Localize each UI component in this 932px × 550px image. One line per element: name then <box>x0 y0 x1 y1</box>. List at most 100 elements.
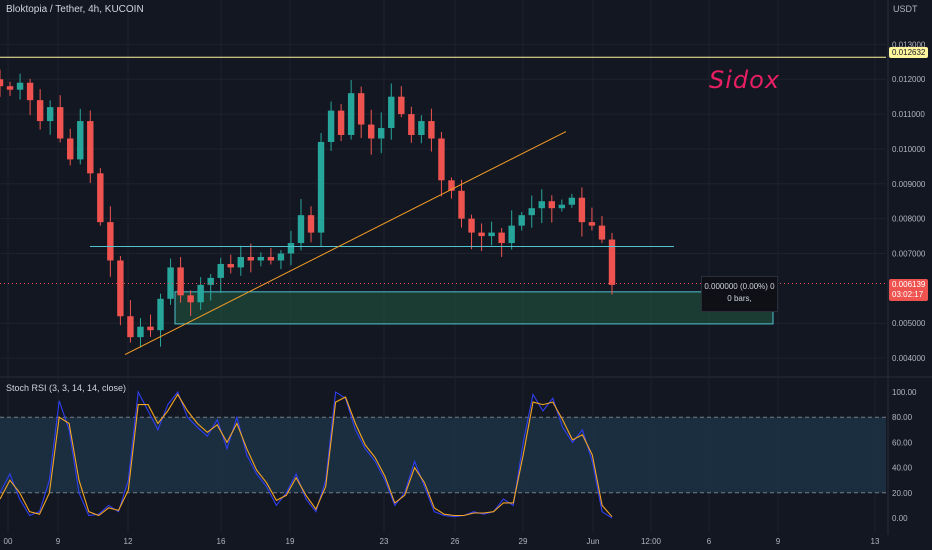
time-tick-label: 12:00 <box>641 537 662 546</box>
demand-zone <box>174 291 774 325</box>
candle-down <box>247 256 255 261</box>
candle-down <box>187 295 194 303</box>
candle-up <box>327 110 335 142</box>
candle-down <box>588 222 596 226</box>
measure-tooltip: 0.000000 (0.00%) 0 0 bars, <box>701 276 778 312</box>
candle-up <box>16 82 24 90</box>
candle-up <box>317 141 325 233</box>
annotation-lines <box>0 56 886 356</box>
candle-up <box>157 298 164 331</box>
rsi-tick-label: 40.00 <box>892 464 913 473</box>
candle-down <box>448 180 455 191</box>
candle-down <box>578 197 586 223</box>
candle-down <box>478 232 485 237</box>
time-tick-label: 9 <box>56 537 61 546</box>
candle-up <box>197 284 204 303</box>
candles-layer <box>0 69 616 348</box>
candle-down <box>498 232 505 244</box>
candle-down <box>107 222 114 261</box>
time-tick-label: 26 <box>451 537 460 546</box>
candle-down <box>428 121 435 139</box>
candle-up <box>488 232 495 237</box>
candle-down <box>458 190 465 219</box>
price-tick-label: 0.004000 <box>892 354 926 363</box>
candle-up <box>167 267 174 299</box>
measure-line-1: 0.000000 (0.00%) 0 <box>704 282 775 291</box>
time-axis: 00 9 12 16 19 23 26 29 Jun 12:00 6 9 13 <box>4 537 880 546</box>
candle-up <box>257 256 265 261</box>
price-tick-label: 0.008000 <box>892 215 926 224</box>
candle-down <box>598 225 606 240</box>
candle-up <box>237 256 244 268</box>
time-tick-label: 13 <box>871 537 880 546</box>
time-tick-label: 29 <box>519 537 528 546</box>
time-tick-label: 23 <box>380 537 389 546</box>
candle-up <box>518 215 525 226</box>
candle-up <box>287 243 295 254</box>
price-axis: 0.013000 0.012000 0.011000 0.010000 0.009000… <box>892 40 926 363</box>
rsi-band <box>0 417 886 493</box>
candle-down <box>127 316 134 338</box>
last-price-value: 0.006139 <box>892 280 926 289</box>
candle-up <box>418 121 425 136</box>
author-watermark: Sidox <box>709 66 781 94</box>
candle-down <box>337 110 345 136</box>
currency-label: USDT <box>893 4 918 14</box>
candle-down <box>87 121 94 174</box>
candle-up <box>297 215 305 244</box>
candle-up <box>137 326 144 338</box>
rsi-tick-label: 100.00 <box>892 388 917 397</box>
time-tick-label: 6 <box>707 537 712 546</box>
candle-up <box>378 128 385 139</box>
candle-up <box>568 197 576 205</box>
rsi-tick-label: 80.00 <box>892 413 913 422</box>
candle-down <box>56 107 64 139</box>
candle-up <box>277 253 285 261</box>
candle-down <box>147 326 154 331</box>
candle-up <box>558 204 566 209</box>
candle-up <box>388 96 395 129</box>
candle-down <box>227 263 234 268</box>
candle-up <box>508 225 515 244</box>
time-tick-label: 16 <box>217 537 226 546</box>
candle-up <box>77 121 84 160</box>
measure-line-2: 0 bars, <box>727 294 752 303</box>
price-tick-label: 0.010000 <box>892 145 926 154</box>
candle-up <box>528 208 535 216</box>
candle-down <box>36 100 44 122</box>
candle-down <box>438 138 445 181</box>
candle-down <box>177 267 184 296</box>
time-tick-label: 9 <box>776 537 781 546</box>
candle-up <box>538 201 545 209</box>
candle-down <box>26 82 34 101</box>
rsi-tick-label: 0.00 <box>892 514 908 523</box>
rsi-tick-label: 60.00 <box>892 438 913 447</box>
candle-up <box>347 93 355 136</box>
candle-down <box>97 173 104 223</box>
price-tick-label: 0.007000 <box>892 250 926 259</box>
rsi-title[interactable]: Stoch RSI (3, 3, 14, 14, close) <box>6 383 127 393</box>
candle-down <box>468 218 475 233</box>
time-tick-label: Jun <box>587 537 600 546</box>
price-tick-label: 0.009000 <box>892 180 926 189</box>
candle-down <box>608 239 616 285</box>
time-tick-label: 12 <box>124 537 133 546</box>
candle-down <box>267 256 275 261</box>
bar-countdown: 03:02:17 <box>892 290 924 299</box>
candle-down <box>67 138 74 160</box>
symbol-title[interactable]: Bloktopia / Tether, 4h, KUCOIN <box>6 4 144 15</box>
candle-up <box>207 277 214 285</box>
price-tick-label: 0.012000 <box>892 75 926 84</box>
price-tick-label: 0.011000 <box>892 110 925 119</box>
price-tick-label: 0.005000 <box>892 319 926 328</box>
candle-down <box>307 215 315 233</box>
horizontal-line-price-tag: 0.012632 <box>889 47 929 58</box>
candle-down <box>117 260 124 317</box>
ascending-trendline <box>124 131 567 356</box>
stoch-rsi-pane: 100.00 80.00 60.00 40.00 20.00 0.00 <box>0 388 917 523</box>
candle-down <box>548 201 556 209</box>
candle-down <box>368 124 375 139</box>
candle-down <box>398 96 405 115</box>
candle-up <box>217 263 224 278</box>
